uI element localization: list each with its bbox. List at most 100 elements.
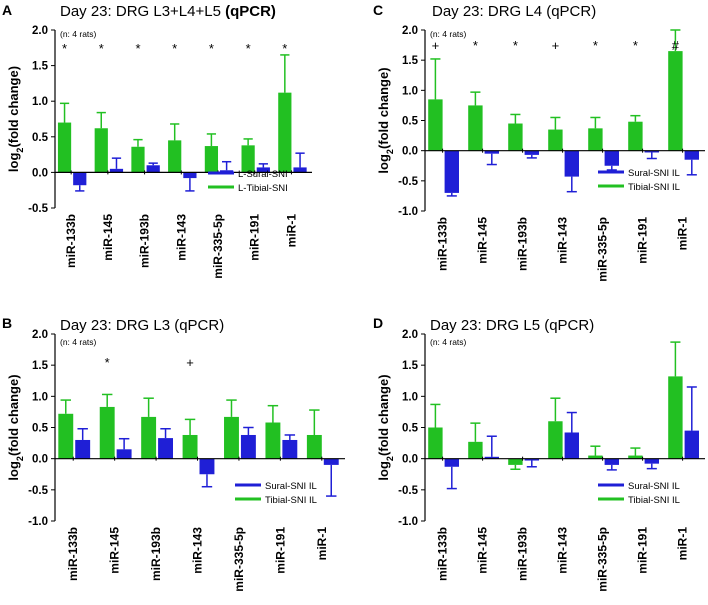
significance-mark: + — [432, 38, 440, 53]
sural-bar — [564, 432, 579, 459]
y-tick-label: -1.0 — [28, 516, 48, 528]
y-tick-label: 2.0 — [32, 329, 48, 341]
significance-mark: * — [246, 41, 251, 56]
category-label: miR-143 — [174, 214, 188, 261]
significance-mark: * — [633, 38, 638, 53]
legend-label: Tibial-SNI IL — [628, 182, 680, 193]
sural-bar — [484, 456, 499, 459]
sural-bar — [75, 439, 91, 459]
tibial-bar — [94, 128, 108, 173]
tibial-bar — [57, 122, 72, 173]
y-tick-label: 0.5 — [402, 423, 419, 435]
sample-size-note: (n: 4 rats) — [430, 337, 467, 347]
y-tick-label: -0.5 — [28, 203, 48, 215]
category-label: miR-133b — [436, 527, 450, 581]
y-tick-label: 0.0 — [32, 167, 48, 179]
y-tick-label: 1.0 — [402, 85, 418, 97]
tibial-bar — [588, 128, 603, 151]
significance-mark: * — [99, 41, 104, 56]
y-tick-label: 2.0 — [402, 25, 418, 37]
y-tick-label: 0.5 — [32, 132, 49, 144]
category-label: miR-193b — [149, 527, 163, 581]
tibial-bar — [668, 376, 683, 459]
tibial-bar — [278, 92, 292, 173]
panel-letter: A — [2, 2, 12, 18]
significance-mark: * — [135, 41, 140, 56]
tibial-bar — [182, 434, 198, 459]
category-label: miR-335-5p — [596, 217, 610, 282]
y-tick-label: -0.5 — [28, 485, 48, 497]
tibial-bar — [99, 406, 115, 459]
sural-bar — [323, 458, 339, 465]
tibial-bar — [168, 140, 182, 173]
sural-bar — [524, 458, 539, 461]
category-label: miR-1 — [676, 217, 690, 251]
tibial-bar — [468, 441, 483, 459]
sural-bar — [524, 150, 539, 155]
sample-size-note: (n: 4 rats) — [60, 29, 97, 39]
y-tick-label: 1.5 — [32, 61, 49, 73]
sural-bar — [604, 458, 619, 465]
sural-bar — [644, 150, 659, 153]
category-label: miR-143 — [191, 527, 205, 574]
significance-mark: * — [62, 41, 67, 56]
y-tick-label: 0.5 — [402, 116, 419, 128]
y-tick-label: 1.5 — [402, 55, 419, 67]
category-label: miR-193b — [138, 214, 152, 268]
category-label: miR-191 — [636, 527, 650, 574]
legend-label: Tibial-SNI IL — [265, 495, 317, 506]
significance-mark: # — [672, 38, 680, 53]
sural-bar — [199, 458, 215, 475]
y-tick-label: 1.0 — [32, 96, 48, 108]
category-label: miR-335-5p — [211, 214, 225, 279]
category-label: miR-133b — [64, 214, 78, 268]
y-tick-label: 0.0 — [402, 146, 418, 158]
category-label: miR-1 — [315, 527, 329, 561]
y-tick-label: 1.5 — [402, 360, 419, 372]
tibial-bar — [224, 416, 239, 459]
sural-bar — [282, 439, 298, 459]
y-axis-label: log2(fold change) — [6, 66, 25, 172]
category-label: miR-145 — [476, 527, 490, 574]
sural-bar — [116, 449, 132, 459]
significance-mark: * — [282, 41, 287, 56]
legend-label: Sural-SNI IL — [628, 481, 680, 492]
tibial-bar — [468, 105, 483, 151]
category-label: miR-193b — [516, 527, 530, 581]
category-label: miR-143 — [556, 217, 570, 264]
chart-panel-a: A Day 23: DRG L3+L4+L5 (qPCR) (n: 4 rats) -… — [2, 2, 312, 279]
sural-bar — [158, 438, 173, 459]
tibial-bar — [204, 146, 219, 173]
chart-panel-c: C Day 23: DRG L4 (qPCR) (n: 4 rats) -1.0 -0.… — [373, 2, 705, 282]
category-label: miR-335-5p — [596, 527, 610, 592]
y-tick-label: 1.0 — [402, 391, 418, 403]
y-tick-label: -0.5 — [398, 176, 418, 188]
category-label: miR-191 — [248, 214, 262, 261]
significance-mark: + — [186, 355, 194, 370]
sural-bar — [644, 458, 659, 464]
tibial-bar — [306, 434, 322, 459]
sural-bar — [444, 150, 459, 193]
legend-label: Tibial-SNI IL — [628, 495, 680, 506]
category-label: miR-133b — [436, 217, 450, 271]
significance-mark: + — [552, 38, 560, 53]
category-label: miR-193b — [516, 217, 530, 271]
y-tick-label: 1.0 — [32, 391, 48, 403]
sural-bar — [293, 167, 307, 173]
sample-size-note: (n: 4 rats) — [60, 337, 97, 347]
category-label: miR-191 — [273, 527, 287, 574]
category-label: miR-133b — [66, 527, 80, 581]
category-label: miR-191 — [636, 217, 650, 264]
legend-label: Sural-SNI IL — [628, 168, 680, 179]
category-label: miR-335-5p — [232, 527, 246, 592]
sural-bar — [183, 172, 197, 179]
y-axis-label: log2(fold change) — [6, 374, 25, 480]
y-tick-label: 1.5 — [32, 360, 49, 372]
sural-bar — [109, 168, 124, 173]
chart-title: Day 23: DRG L4 (qPCR) — [432, 3, 596, 20]
tibial-bar — [428, 427, 443, 459]
tibial-bar — [628, 455, 643, 459]
y-tick-label: 0.0 — [402, 454, 418, 466]
tibial-bar — [428, 99, 443, 151]
